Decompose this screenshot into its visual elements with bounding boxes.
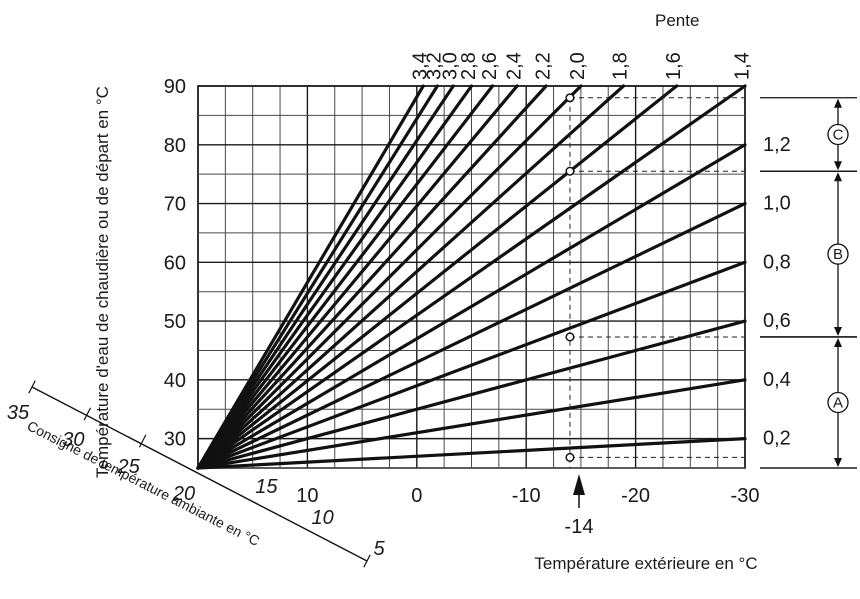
slope-curve-1-6 bbox=[196, 84, 679, 470]
room-axis-tick bbox=[28, 380, 36, 394]
slope-curves bbox=[196, 84, 747, 470]
slope-label: 2,2 bbox=[532, 52, 554, 80]
slope-curve-1-4 bbox=[196, 84, 747, 470]
marked-point bbox=[565, 93, 575, 103]
slope-label: 1,6 bbox=[663, 52, 685, 80]
room-axis-tick-label: 10 bbox=[312, 507, 334, 529]
slope-label: 3,4 bbox=[410, 52, 432, 80]
slope-curve-2-0 bbox=[196, 84, 583, 470]
slope-label: 3,2 bbox=[424, 52, 446, 80]
slope-curve-2-2 bbox=[196, 84, 548, 470]
marked-point bbox=[565, 166, 575, 176]
x-tick-label: 10 bbox=[296, 485, 318, 507]
x-tick-label: 0 bbox=[411, 485, 422, 507]
slope-curve-3-0 bbox=[196, 84, 455, 470]
zone-badge bbox=[827, 391, 849, 414]
zone-label: A bbox=[833, 394, 843, 411]
y-tick-label: 90 bbox=[164, 76, 186, 98]
zone-badge bbox=[827, 243, 849, 265]
marker-x-label: -14 bbox=[565, 516, 594, 538]
room-axis-tick-label: 25 bbox=[117, 456, 141, 478]
y-axis-ticks: 30 40 50 60 70 80 90 bbox=[164, 76, 186, 451]
y-tick-label: 40 bbox=[164, 370, 186, 392]
x-axis-label: Température extérieure en °C bbox=[534, 554, 757, 573]
y-tick-label: 80 bbox=[164, 135, 186, 157]
slope-curve-3-4 bbox=[196, 84, 425, 470]
arrow-up-icon bbox=[834, 98, 842, 108]
slope-label: 1,0 bbox=[763, 193, 791, 215]
room-axis-line bbox=[31, 386, 368, 562]
x-tick-label: -20 bbox=[621, 485, 650, 507]
slope-curve-1-8 bbox=[196, 84, 626, 470]
marked-points bbox=[565, 93, 575, 462]
slope-curve-1-0 bbox=[196, 201, 747, 470]
slope-label: 2,8 bbox=[458, 52, 480, 80]
room-axis-tick-label: 30 bbox=[62, 429, 84, 451]
arrow-down-icon bbox=[834, 161, 842, 171]
room-axis-tick-label: 20 bbox=[172, 483, 195, 505]
x-axis-ticks: 10 0 -10 -20 -30 bbox=[296, 485, 759, 507]
x-tick-label: -30 bbox=[731, 485, 760, 507]
y-tick-label: 60 bbox=[164, 252, 186, 274]
arrow-up-icon bbox=[834, 337, 842, 347]
slope-label: 1,8 bbox=[610, 52, 632, 80]
guide-lines bbox=[569, 97, 745, 468]
room-setpoint-axis: 35 30 25 20 15 10 5 bbox=[7, 380, 385, 568]
marker-arrow-icon bbox=[573, 474, 585, 495]
arrow-up-icon bbox=[834, 172, 842, 182]
slope-label: 1,4 bbox=[731, 52, 753, 80]
slope-title: Pente bbox=[655, 11, 699, 30]
slope-label: 0,6 bbox=[763, 310, 791, 332]
slope-label: 0,8 bbox=[763, 251, 791, 273]
slope-label: 3,0 bbox=[440, 52, 462, 80]
slope-label: 0,2 bbox=[763, 428, 791, 450]
slope-curve-1-2 bbox=[196, 143, 747, 470]
arrow-down-icon bbox=[834, 326, 842, 336]
zone-brackets: A B C bbox=[760, 97, 857, 469]
slope-curve-2-6 bbox=[196, 84, 495, 470]
y-tick-label: 30 bbox=[164, 429, 186, 451]
x-tick-label: -10 bbox=[512, 485, 541, 507]
slope-label: 0,4 bbox=[763, 369, 791, 391]
zone-badge bbox=[827, 123, 849, 146]
slope-label: 2,0 bbox=[567, 52, 589, 80]
y-tick-label: 70 bbox=[164, 194, 186, 216]
marked-point bbox=[565, 452, 575, 462]
room-axis-tick-label: 35 bbox=[7, 402, 30, 424]
zone-label: B bbox=[833, 246, 843, 263]
room-axis-tick-label: 15 bbox=[255, 476, 278, 498]
slope-label: 2,4 bbox=[503, 52, 525, 80]
marked-point bbox=[565, 332, 575, 342]
room-axis-tick bbox=[363, 554, 371, 568]
y-axis-label: Température d'eau de chaudière ou de dép… bbox=[93, 86, 112, 478]
slope-curve-2-8 bbox=[196, 84, 474, 470]
slope-curve-0-6 bbox=[196, 319, 747, 470]
slope-curve-0-2 bbox=[196, 437, 747, 470]
room-axis-tick-label: 5 bbox=[373, 538, 385, 560]
y-axis-label-text: Température d'eau de chaudière ou de dép… bbox=[93, 86, 112, 478]
zone-label: C bbox=[833, 126, 844, 143]
slope-curve-0-8 bbox=[196, 260, 747, 470]
slope-curve-0-4 bbox=[196, 378, 747, 470]
arrow-down-icon bbox=[834, 458, 842, 467]
slope-label: 2,6 bbox=[479, 52, 501, 80]
y-tick-label: 50 bbox=[164, 311, 186, 333]
slope-curve-2-4 bbox=[196, 84, 519, 470]
room-axis-tick bbox=[83, 407, 92, 421]
room-axis-tick bbox=[138, 434, 147, 448]
slope-curve-3-2 bbox=[196, 84, 439, 470]
slope-labels: 3,43,23,02,8 2,6 2,4 2,2 2,0 1,8 1,6 1,4 1,2 1,0 0… bbox=[410, 52, 791, 449]
slope-label: 1,2 bbox=[763, 134, 791, 156]
